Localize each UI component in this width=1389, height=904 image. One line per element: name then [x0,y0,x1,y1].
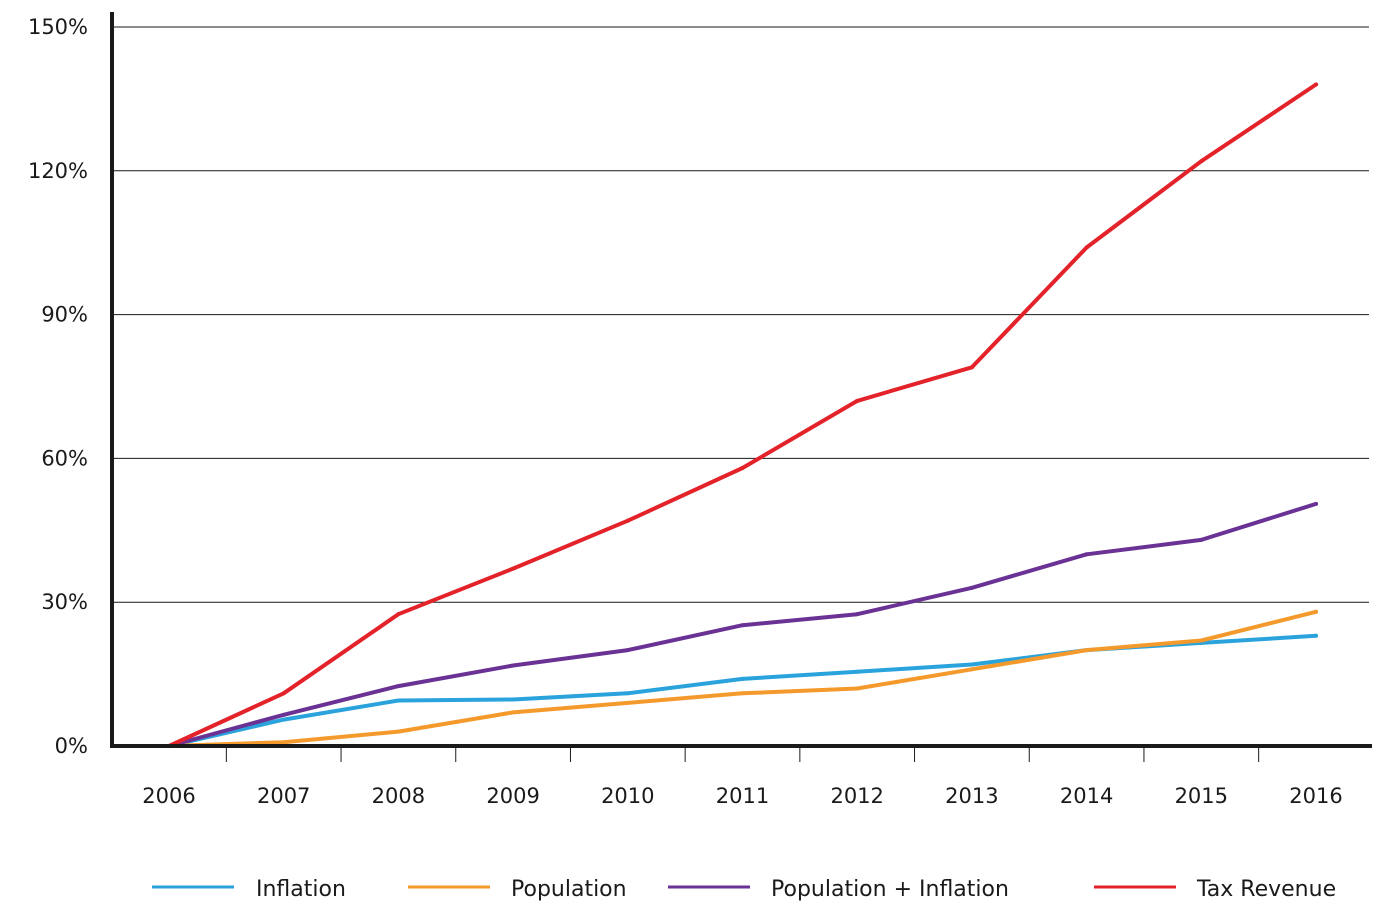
x-tick-label: 2008 [372,784,425,808]
x-tick-labels: 2006 2007 2008 2009 2010 2011 2012 2013 2014 2015… [142,784,1342,808]
data-point-population [740,691,745,696]
data-point-population-inflation [1199,537,1204,542]
x-tick-label: 2010 [601,784,654,808]
data-point-population [625,700,630,705]
data-point-inflation [969,662,974,667]
data-point-population [511,710,516,715]
y-tick-label: 0% [55,734,88,758]
data-point-tax-revenue [281,691,286,696]
legend-label-tax-revenue: Tax Revenue [1196,877,1336,902]
data-point-tax-revenue [1084,245,1089,250]
y-tick-label: 150% [28,15,88,39]
x-tick-label: 2013 [945,784,998,808]
data-point-population [855,686,860,691]
data-point-population [1314,609,1318,614]
data-point-tax-revenue [855,398,860,403]
data-point-population-inflation [1314,501,1318,506]
data-point-population-inflation [855,612,860,617]
data-point-population [396,729,401,734]
data-point-inflation [1314,633,1318,638]
data-point-population-inflation [281,712,286,717]
x-tick-label: 2015 [1175,784,1228,808]
x-tick-label: 2012 [830,784,883,808]
y-tick-labels: 0% 30% 60% 90% 120% 150% [28,15,88,758]
data-point-population [1199,638,1204,643]
data-point-tax-revenue [1199,159,1204,164]
x-tick-label: 2006 [142,784,195,808]
y-tick-label: 90% [41,303,88,327]
legend-label-population: Population [511,877,627,902]
data-point-tax-revenue [740,465,745,470]
data-point-tax-revenue [396,612,401,617]
data-point-population-inflation [396,684,401,689]
data-point-population [281,740,286,745]
data-point-population-inflation [625,648,630,653]
data-point-tax-revenue [625,518,630,523]
data-point-inflation [511,697,516,702]
data-point-inflation [855,669,860,674]
data-point-population-inflation [511,663,516,668]
data-point-tax-revenue [511,566,516,571]
data-point-inflation [625,691,630,696]
x-tick-label: 2009 [486,784,539,808]
data-point-inflation [740,676,745,681]
data-point-tax-revenue [969,365,974,370]
x-tick-label: 2016 [1289,784,1342,808]
axes [110,12,1372,762]
data-point-inflation [281,717,286,722]
x-tick-label: 2011 [716,784,769,808]
data-point-population-inflation [740,623,745,628]
series-lines [167,82,1318,748]
data-point-population-inflation [1084,552,1089,557]
y-tick-label: 120% [28,159,88,183]
legend: Inflation Population Population + Inflatio… [152,877,1336,902]
data-point-population-inflation [969,585,974,590]
data-point-population [969,667,974,672]
y-tick-label: 30% [41,590,88,614]
gridlines [112,26,1369,603]
legend-label-inflation: Inflation [256,877,346,902]
legend-label-population-inflation: Population + Inflation [771,877,1009,902]
x-tick-label: 2007 [257,784,310,808]
x-tick-label: 2014 [1060,784,1113,808]
data-point-inflation [396,698,401,703]
data-point-tax-revenue [1314,82,1318,87]
data-point-population [1084,648,1089,653]
y-tick-label: 60% [41,446,88,470]
